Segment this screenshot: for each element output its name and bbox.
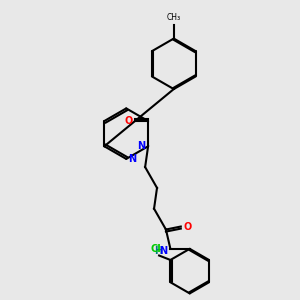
Text: H: H — [154, 246, 162, 256]
Text: N: N — [129, 154, 137, 164]
Text: O: O — [183, 222, 191, 233]
Text: N: N — [159, 246, 167, 256]
Text: CH₃: CH₃ — [167, 13, 181, 22]
Text: N: N — [138, 141, 146, 151]
Text: O: O — [124, 116, 133, 126]
Text: Cl: Cl — [150, 244, 161, 254]
